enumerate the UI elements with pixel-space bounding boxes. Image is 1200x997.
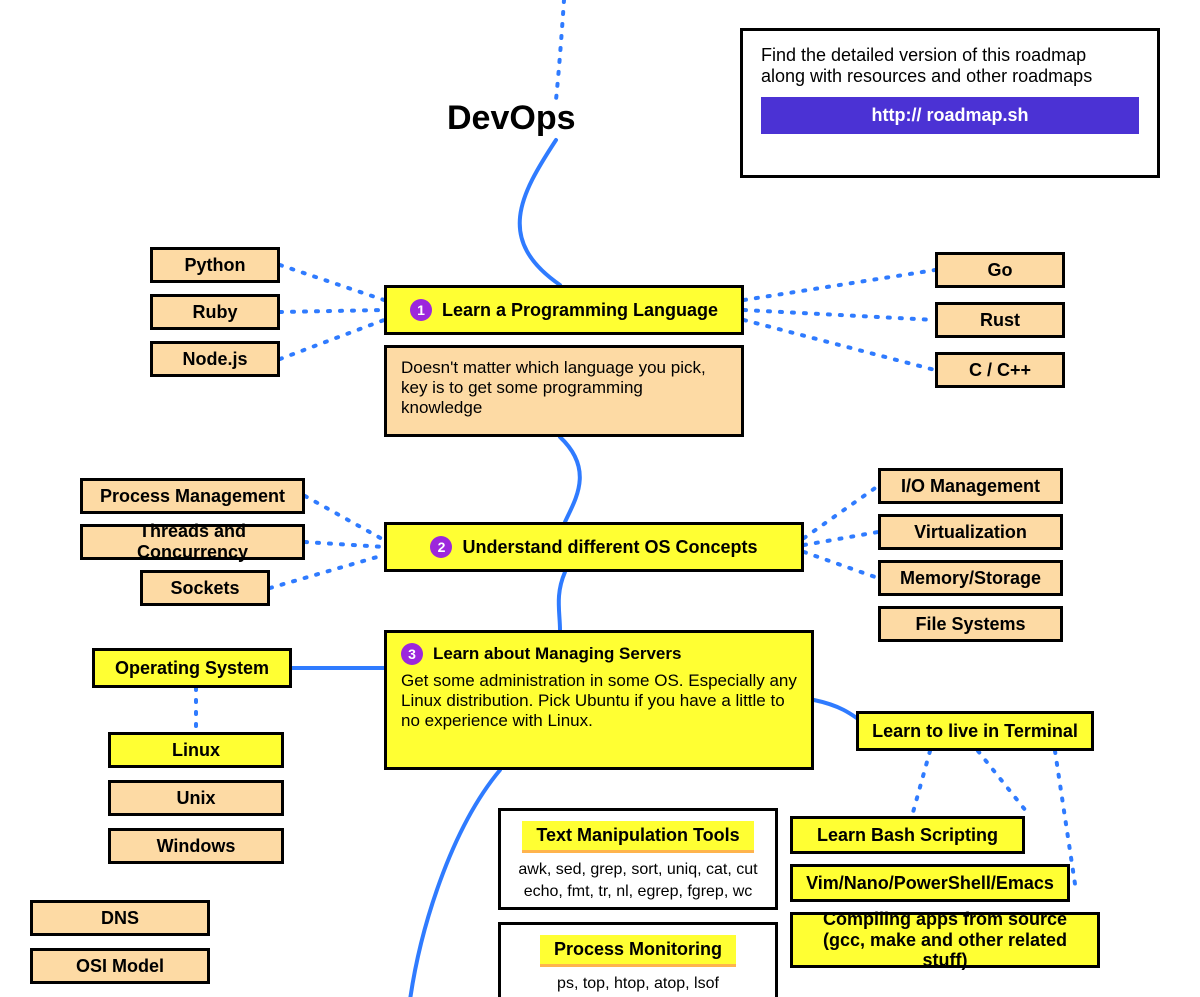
wbox-body-procmon: ps, top, htop, atop, lsof xyxy=(515,973,761,995)
node-editors[interactable]: Vim/Nano/PowerShell/Emacs xyxy=(790,864,1070,902)
step-3-badge: 3 xyxy=(401,643,423,665)
node-unix[interactable]: Unix xyxy=(108,780,284,816)
node-terminal[interactable]: Learn to live in Terminal xyxy=(856,711,1094,751)
callout-box: Find the detailed version of this roadma… xyxy=(740,28,1160,178)
node-compile[interactable]: Compiling apps from source (gcc, make an… xyxy=(790,912,1100,968)
node-go[interactable]: Go xyxy=(935,252,1065,288)
wbox-title-procmon: Process Monitoring xyxy=(540,935,736,967)
node-ruby[interactable]: Ruby xyxy=(150,294,280,330)
wbox-body-textmanip: awk, sed, grep, sort, uniq, cat, cut ech… xyxy=(515,859,761,902)
node-virt[interactable]: Virtualization xyxy=(878,514,1063,550)
node-iomgmt[interactable]: I/O Management xyxy=(878,468,1063,504)
node-windows[interactable]: Windows xyxy=(108,828,284,864)
callout-line-1: Find the detailed version of this roadma… xyxy=(761,45,1139,66)
step-2-badge: 2 xyxy=(430,536,452,558)
callout-line-2: along with resources and other roadmaps xyxy=(761,66,1139,87)
step-3-label: Learn about Managing Servers xyxy=(433,644,681,664)
node-fs[interactable]: File Systems xyxy=(878,606,1063,642)
node-sockets[interactable]: Sockets xyxy=(140,570,270,606)
node-memstor[interactable]: Memory/Storage xyxy=(878,560,1063,596)
node-bash[interactable]: Learn Bash Scripting xyxy=(790,816,1025,854)
wbox-textmanip: Text Manipulation Tools awk, sed, grep, s… xyxy=(498,808,778,910)
step-2-box[interactable]: 2 Understand different OS Concepts xyxy=(384,522,804,572)
node-linux[interactable]: Linux xyxy=(108,732,284,768)
diagram-title: DevOps xyxy=(447,99,576,138)
wbox-title-textmanip: Text Manipulation Tools xyxy=(522,821,753,853)
step-3-box[interactable]: 3 Learn about Managing Servers Get some … xyxy=(384,630,814,770)
diagram-stage: { "canvas": { "width": 1200, "height": 9… xyxy=(0,0,1200,997)
wbox-procmon: Process Monitoring ps, top, htop, atop, l… xyxy=(498,922,778,997)
step-1-badge: 1 xyxy=(410,299,432,321)
node-procmgmt[interactable]: Process Management xyxy=(80,478,305,514)
step-1-note: Doesn't matter which language you pick, … xyxy=(384,345,744,437)
node-osimodel[interactable]: OSI Model xyxy=(30,948,210,984)
node-threads[interactable]: Threads and Concurrency xyxy=(80,524,305,560)
step-2-label: Understand different OS Concepts xyxy=(462,537,757,558)
step-1-box[interactable]: 1 Learn a Programming Language xyxy=(384,285,744,335)
step-1-label: Learn a Programming Language xyxy=(442,300,718,321)
node-rust[interactable]: Rust xyxy=(935,302,1065,338)
node-python[interactable]: Python xyxy=(150,247,280,283)
node-nodejs[interactable]: Node.js xyxy=(150,341,280,377)
node-dns[interactable]: DNS xyxy=(30,900,210,936)
roadmap-link[interactable]: http:// roadmap.sh xyxy=(761,97,1139,134)
node-os[interactable]: Operating System xyxy=(92,648,292,688)
node-ccpp[interactable]: C / C++ xyxy=(935,352,1065,388)
step-3-sub: Get some administration in some OS. Espe… xyxy=(401,671,797,731)
